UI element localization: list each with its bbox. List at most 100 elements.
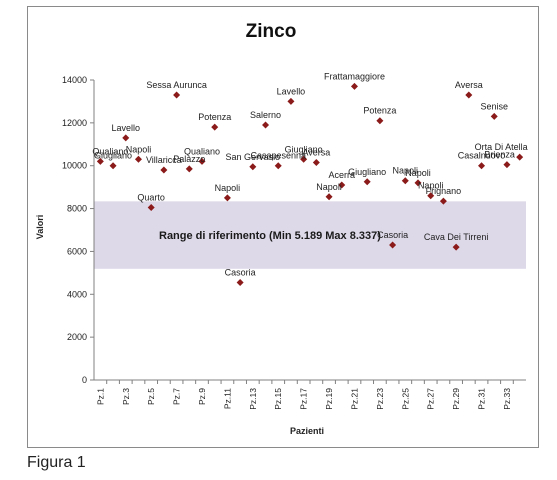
data-point (185, 165, 193, 173)
y-tick-label: 2000 (67, 332, 87, 342)
x-tick-label: Pz.3 (121, 388, 131, 405)
point-label: Acerra (329, 170, 356, 180)
y-tick-label: 0 (82, 375, 87, 385)
y-tick-label: 10000 (62, 161, 87, 171)
reference-range-band-group: Range di riferimento (Min 5.189 Max 8.33… (94, 201, 526, 269)
point-label: Napoli (393, 166, 419, 176)
point-label: Napoli (316, 182, 342, 192)
data-point (160, 166, 168, 174)
data-point (147, 204, 155, 211)
x-tick-label: Pz.31 (477, 388, 487, 410)
data-point (300, 155, 308, 163)
data-point (414, 179, 422, 187)
point-label: Palazzo (173, 154, 205, 164)
data-point (134, 155, 142, 163)
x-tick-label: Pz.7 (172, 388, 182, 405)
point-label: Sessa Aurunca (146, 80, 207, 90)
point-label: Napoli (126, 144, 152, 154)
point-label: Casoria (377, 230, 408, 240)
data-point (211, 123, 219, 131)
figure-caption: Figura 1 (27, 454, 86, 471)
y-axis-title: Valori (35, 215, 45, 240)
data-point (439, 197, 447, 205)
point-label: Villaricca (146, 155, 182, 165)
point-label: Salerno (250, 110, 281, 120)
data-point (503, 161, 511, 169)
data-point (490, 112, 498, 120)
data-point (363, 178, 371, 186)
point-labels-group: QualianoGiuglianoLavelloNapoliQuartoVill… (92, 71, 527, 277)
point-label: Quarto (137, 193, 165, 203)
chart-svg: Zinco Range di riferimento (Min 5.189 Ma… (35, 21, 528, 436)
point-label: Cava Dei Tirreni (424, 232, 489, 242)
point-label: Giugliano (94, 151, 132, 161)
y-tick-label: 8000 (67, 204, 87, 214)
point-label: Senise (480, 101, 508, 111)
x-tick-label: Pz.13 (248, 388, 258, 410)
point-label: Aversa (455, 80, 483, 90)
x-tick-label: Pz.15 (273, 388, 283, 410)
reference-range-label: Range di riferimento (Min 5.189 Max 8.33… (159, 230, 381, 242)
x-tick-label: Pz.1 (95, 388, 105, 405)
x-tick-label: Pz.17 (299, 388, 309, 410)
data-point (236, 279, 244, 286)
data-point (198, 157, 206, 165)
y-tick-label: 12000 (62, 118, 87, 128)
x-tick-label: Pz.27 (426, 388, 436, 410)
data-point (262, 121, 270, 129)
point-label: Potenza (363, 106, 396, 116)
point-label: Napoli (215, 183, 241, 193)
point-label: San Gervasio (226, 152, 281, 162)
data-point (122, 134, 130, 142)
x-tick-label: Pz.29 (451, 388, 461, 410)
data-points-group (96, 82, 524, 286)
x-axis-title: Pazienti (290, 426, 324, 436)
data-point (287, 97, 295, 105)
chart-title: Zinco (246, 21, 297, 42)
point-label: Casalnuovo (458, 151, 506, 161)
data-point (338, 181, 346, 189)
point-label: Potenza (198, 112, 231, 122)
point-label: Giugliano (348, 167, 386, 177)
data-point (223, 194, 231, 202)
data-point (452, 243, 460, 251)
x-tick-label: Pz.19 (324, 388, 334, 410)
reference-range-band (94, 201, 526, 269)
data-point (376, 117, 384, 125)
data-point (274, 162, 282, 170)
data-point (465, 91, 473, 99)
point-label: Frattamaggiore (324, 71, 385, 81)
point-label: Casoria (225, 268, 256, 278)
data-point (312, 159, 320, 166)
point-label: Brienza (484, 150, 515, 160)
point-label: Qualiano (184, 146, 220, 156)
point-label: Lavello (111, 123, 140, 133)
data-point (109, 162, 117, 170)
data-point (350, 82, 358, 90)
data-point (389, 241, 397, 249)
x-tick-label: Pz.21 (349, 388, 359, 410)
y-tick-label: 6000 (67, 246, 87, 256)
data-point (401, 177, 409, 185)
x-tick-label: Pz.9 (197, 388, 207, 405)
y-tick-label: 14000 (62, 75, 87, 85)
point-label: Aversa (302, 148, 330, 158)
x-tick-label: Pz.11 (222, 388, 232, 409)
x-tick-label: Pz.33 (502, 388, 512, 410)
x-tick-label: Pz.23 (375, 388, 385, 410)
point-label: Casapesenna (250, 151, 306, 161)
data-point (173, 91, 181, 99)
data-point (478, 162, 486, 170)
x-tick-label: Pz.25 (400, 388, 410, 410)
data-point (516, 153, 524, 161)
y-tick-label: 4000 (67, 289, 87, 299)
point-label: Orta Di Atella (475, 142, 528, 152)
point-label: Giugliano (285, 144, 323, 154)
point-label: Frignano (426, 186, 462, 196)
axes-group: 0 2000 4000 6000 8000 10000 12000 14000 Pz.1 Pz.3… (62, 75, 526, 410)
data-point (249, 163, 257, 171)
x-tick-label: Pz.5 (146, 388, 156, 405)
data-point (325, 193, 333, 201)
point-label: Qualiano (92, 146, 128, 156)
point-label: Napoli (405, 168, 431, 178)
